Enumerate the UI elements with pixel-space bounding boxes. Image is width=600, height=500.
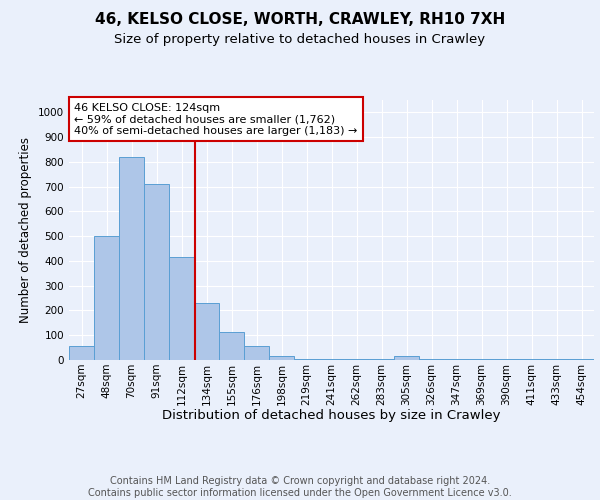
Bar	[269, 356, 294, 360]
Text: 46, KELSO CLOSE, WORTH, CRAWLEY, RH10 7XH: 46, KELSO CLOSE, WORTH, CRAWLEY, RH10 7X…	[95, 12, 505, 28]
X-axis label: Distribution of detached houses by size in Crawley: Distribution of detached houses by size …	[162, 409, 501, 422]
Bar	[569, 359, 594, 360]
Bar	[244, 346, 269, 360]
Bar	[69, 346, 94, 360]
Bar	[119, 157, 144, 360]
Bar	[219, 332, 244, 360]
Bar	[94, 236, 119, 360]
Bar	[469, 359, 494, 360]
Bar	[544, 359, 569, 360]
Bar	[294, 359, 319, 360]
Bar	[169, 257, 194, 360]
Bar	[444, 359, 469, 360]
Y-axis label: Number of detached properties: Number of detached properties	[19, 137, 32, 323]
Bar	[419, 359, 444, 360]
Bar	[194, 303, 219, 360]
Bar	[369, 359, 394, 360]
Bar	[344, 359, 369, 360]
Bar	[394, 356, 419, 360]
Bar	[319, 359, 344, 360]
Bar	[519, 359, 544, 360]
Bar	[144, 184, 169, 360]
Text: 46 KELSO CLOSE: 124sqm
← 59% of detached houses are smaller (1,762)
40% of semi-: 46 KELSO CLOSE: 124sqm ← 59% of detached…	[74, 102, 358, 136]
Bar	[494, 359, 519, 360]
Text: Contains HM Land Registry data © Crown copyright and database right 2024.
Contai: Contains HM Land Registry data © Crown c…	[88, 476, 512, 498]
Text: Size of property relative to detached houses in Crawley: Size of property relative to detached ho…	[115, 32, 485, 46]
